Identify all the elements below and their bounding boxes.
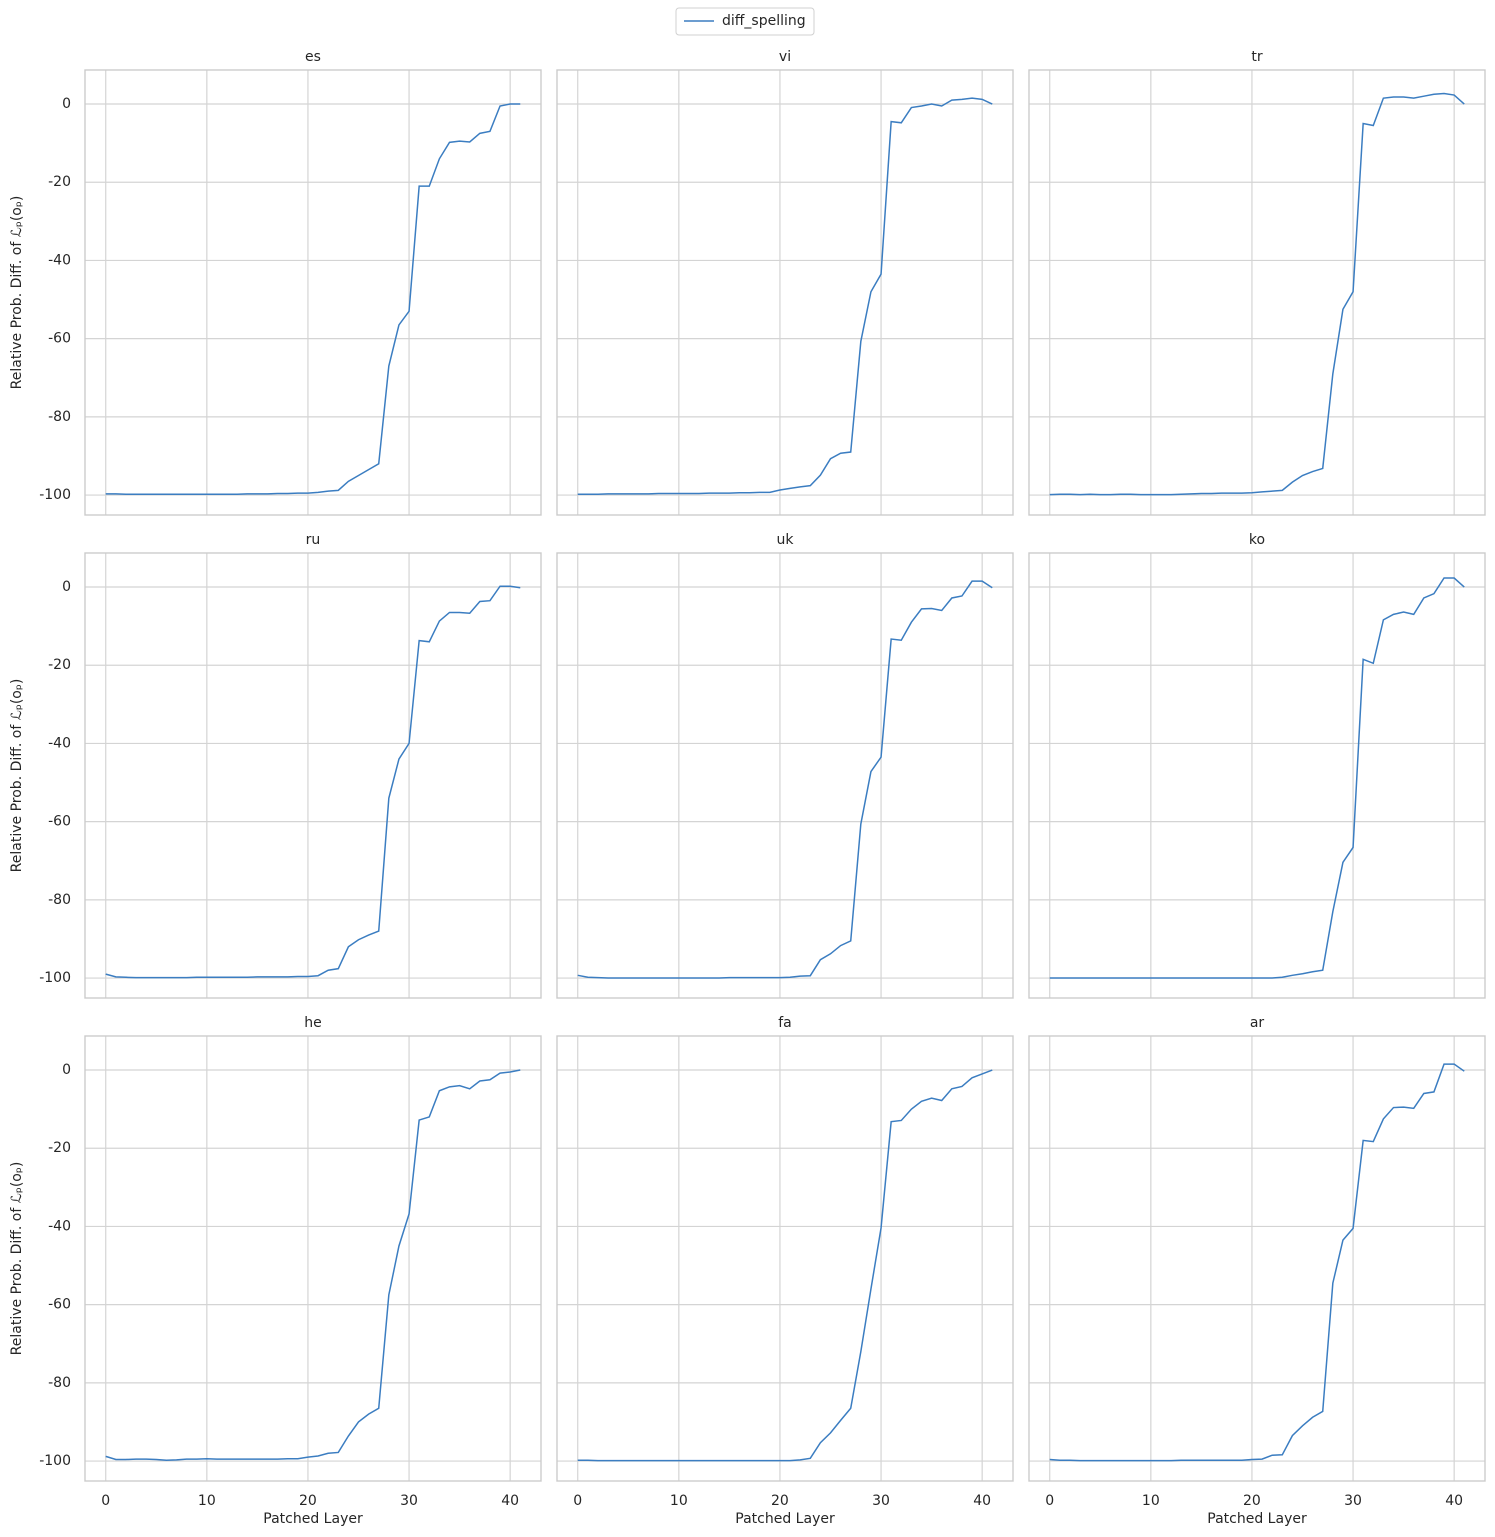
x-tick-label: 30 [1344,1493,1362,1509]
subplot-title: fa [778,1015,792,1031]
plot-frame [556,1035,1014,1482]
y-tick-label: -80 [48,409,71,425]
y-tick-label: 0 [62,579,71,595]
data-line [577,97,993,496]
y-axis-label: Relative Prob. Diff. of ℒₚ(oₚ) [9,1162,25,1356]
plot-frame [556,69,1014,516]
x-tick-label: 0 [1045,1493,1054,1509]
subplot-title: uk [777,532,795,548]
plot-frame [1028,69,1486,516]
y-tick-label: -60 [48,1297,71,1313]
data-line [105,585,521,979]
x-tick-label: 0 [573,1493,582,1509]
data-line [1049,1063,1465,1462]
y-tick-label: -60 [48,814,71,830]
y-tick-label: -100 [39,1453,71,1469]
y-tick-label: 0 [62,1062,71,1078]
subplot-title: es [305,49,321,65]
subplot-title: ko [1249,532,1265,548]
x-axis-label: Patched Layer [735,1511,835,1527]
x-tick-label: 20 [1243,1493,1261,1509]
plot-frame [1028,552,1486,999]
plot-frame [556,552,1014,999]
x-tick-label: 0 [101,1493,110,1509]
data-line [1049,577,1465,979]
y-tick-label: -20 [48,174,71,190]
plot-frame [84,69,542,516]
y-tick-label: -20 [48,657,71,673]
y-tick-label: -80 [48,892,71,908]
x-tick-label: 30 [400,1493,418,1509]
subplot-title: he [304,1015,322,1031]
data-line [577,580,993,979]
legend-box [675,7,815,36]
plot-frame [1028,1035,1486,1482]
subplot-title: tr [1251,49,1262,65]
y-tick-label: -100 [39,970,71,986]
y-tick-label: -60 [48,331,71,347]
y-axis-label: Relative Prob. Diff. of ℒₚ(oₚ) [9,679,25,873]
x-axis-label: Patched Layer [263,1511,363,1527]
subplot-title: ru [306,532,321,548]
x-axis-label: Patched Layer [1207,1511,1307,1527]
x-tick-label: 40 [1445,1493,1463,1509]
x-tick-label: 10 [198,1493,216,1509]
x-tick-label: 10 [1142,1493,1160,1509]
x-tick-label: 30 [872,1493,890,1509]
x-tick-label: 20 [299,1493,317,1509]
x-tick-label: 10 [670,1493,688,1509]
subplot-title: ar [1250,1015,1265,1031]
data-line [105,103,521,496]
data-line [105,1069,521,1462]
y-axis-label: Relative Prob. Diff. of ℒₚ(oₚ) [9,196,25,390]
y-tick-label: -20 [48,1140,71,1156]
y-tick-label: 0 [62,96,71,112]
x-tick-label: 20 [771,1493,789,1509]
x-tick-label: 40 [973,1493,991,1509]
legend-label: diff_spelling [722,13,806,29]
y-tick-label: -40 [48,735,71,751]
subplot-title: vi [779,49,791,65]
y-tick-label: -40 [48,1218,71,1234]
y-tick-label: -40 [48,252,71,268]
data-line [577,1069,993,1462]
plot-frame [84,552,542,999]
plot-frame [84,1035,542,1482]
y-tick-label: -100 [39,487,71,503]
data-line [1049,92,1465,496]
y-tick-label: -80 [48,1375,71,1391]
x-tick-label: 40 [501,1493,519,1509]
